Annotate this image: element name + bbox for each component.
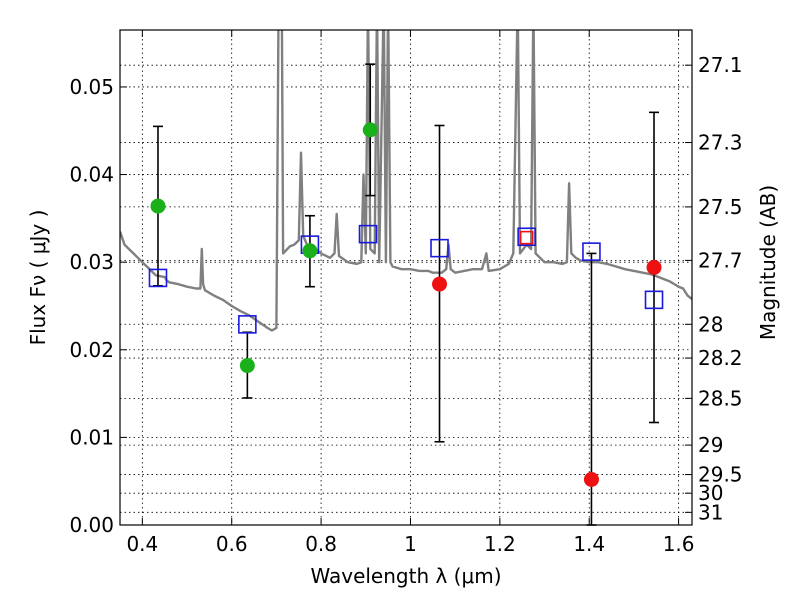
flux-point-marker bbox=[432, 276, 448, 292]
x-tick-label: 1.2 bbox=[484, 532, 516, 556]
data-markers bbox=[148, 122, 664, 487]
spectrum-line bbox=[120, 30, 692, 332]
flux-point-marker bbox=[150, 198, 166, 214]
flux-point-marker bbox=[583, 471, 599, 487]
model-square-marker bbox=[358, 224, 378, 244]
y-tick-label: 0.00 bbox=[69, 513, 114, 537]
mag-tick-label: 27.7 bbox=[698, 248, 743, 272]
y-tick-labels: 0.00 0.01 0.02 0.03 0.04 0.05 bbox=[69, 75, 114, 537]
flux-point-marker bbox=[239, 358, 255, 374]
mag-tick-label: 27.3 bbox=[698, 131, 743, 155]
y-axis-right-label: Magnitude (AB) bbox=[756, 185, 780, 340]
mag-tick-label: 29 bbox=[698, 433, 723, 457]
error-bars bbox=[152, 63, 660, 526]
x-tick-label: 0.8 bbox=[305, 532, 337, 556]
model-square-marker bbox=[238, 315, 257, 334]
model-square-marker bbox=[430, 238, 449, 258]
plot-frame bbox=[119, 29, 693, 526]
flux-point-marker bbox=[646, 259, 662, 275]
model-square-marker bbox=[644, 290, 664, 310]
model-square-marker bbox=[517, 227, 536, 247]
x-tick-label: 1.4 bbox=[573, 532, 605, 556]
x-tick-label: 1 bbox=[404, 532, 417, 556]
flux-point-marker bbox=[302, 243, 318, 259]
model-square-marker bbox=[582, 242, 601, 261]
grid bbox=[120, 30, 692, 525]
x-tick-label: 0.4 bbox=[126, 532, 158, 556]
y-tick-label: 0.01 bbox=[69, 425, 114, 449]
x-tick-labels: 0.4 0.6 0.8 1 1.2 1.4 1.6 bbox=[126, 532, 694, 556]
y-tick-label: 0.03 bbox=[69, 250, 114, 274]
flux-square-marker bbox=[519, 230, 534, 245]
x-tick-label: 0.6 bbox=[216, 532, 248, 556]
y-tick-label: 0.05 bbox=[69, 75, 114, 99]
model-square-marker bbox=[148, 268, 168, 288]
x-tick-label: 1.6 bbox=[663, 532, 695, 556]
spectrum-line-series bbox=[120, 30, 692, 332]
y-axis-label: Flux Fν ( μJy ) bbox=[26, 210, 50, 346]
x-axis-label: Wavelength λ (μm) bbox=[310, 564, 501, 588]
mag-tick-label: 28 bbox=[698, 312, 723, 336]
mag-tick-label: 28.2 bbox=[698, 346, 743, 370]
mag-tick-label: 27.5 bbox=[698, 195, 743, 219]
mag-tick-label: 28.5 bbox=[698, 386, 743, 410]
y-tick-label: 0.04 bbox=[69, 163, 114, 187]
axis-ticks bbox=[120, 30, 692, 526]
flux-point-marker bbox=[362, 122, 378, 138]
mag-tick-label: 27.1 bbox=[698, 53, 743, 77]
mag-tick-label: 29.5 bbox=[698, 463, 743, 487]
mag-tick-label: 30 bbox=[698, 481, 723, 505]
mag-tick-label: 31 bbox=[698, 500, 723, 524]
y-tick-label: 0.02 bbox=[69, 338, 114, 362]
